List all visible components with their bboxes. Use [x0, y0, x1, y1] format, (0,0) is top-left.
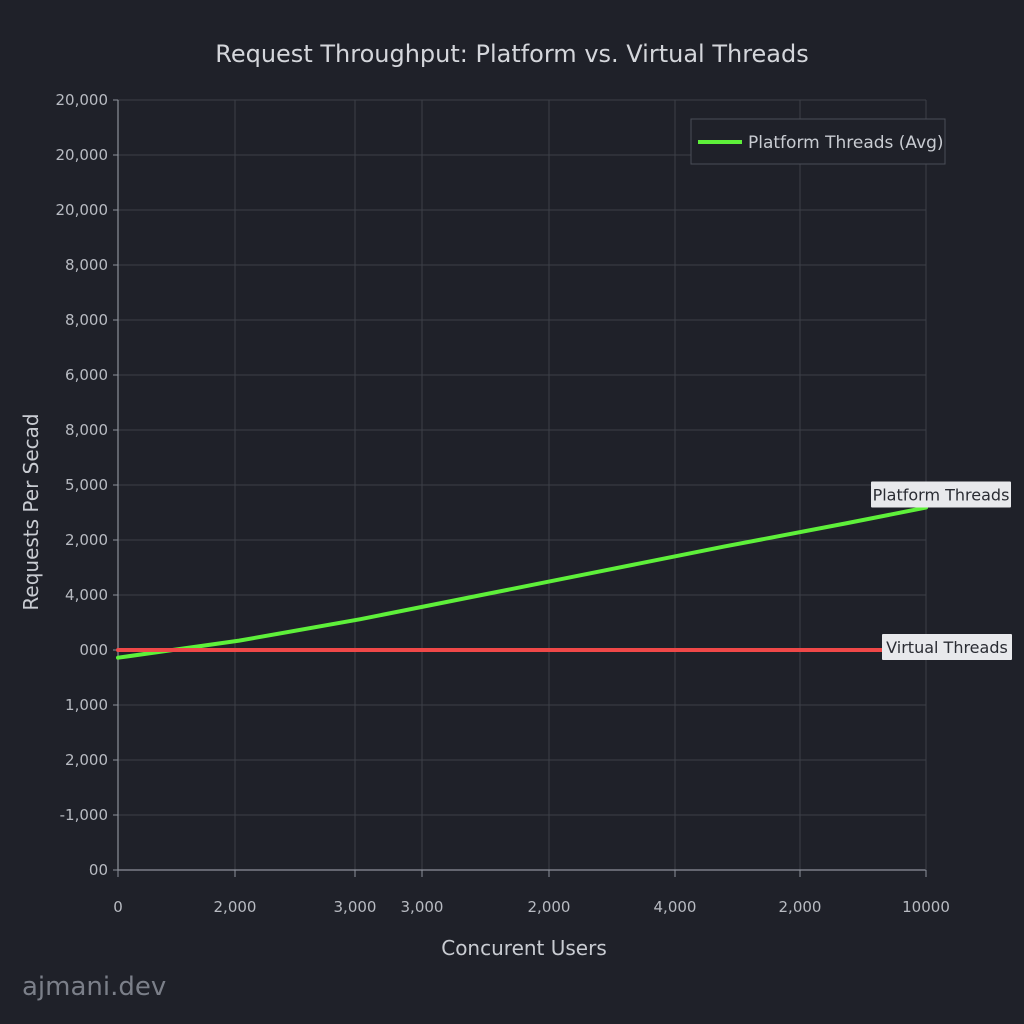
grid-lines [117, 99, 927, 871]
end-label-platform-threads: Platform Threads [871, 481, 1011, 508]
chart-title: Request Throughput: Platform vs. Virtual… [215, 40, 809, 68]
end-label-platform-threads-text: Platform Threads [873, 486, 1010, 505]
y-tick-label: 2,000 [65, 531, 108, 549]
y-tick-labels: 20,000 20,000 20,000 8,000 8,000 6,000 8,000 5,… [56, 91, 109, 879]
legend-entry-platform: Platform Threads (Avg) [748, 133, 944, 153]
x-tick-labels: 0 2,000 3,000 3,000 2,000 4,000 2,000 10000 [113, 898, 950, 916]
y-tick-label: 00 [89, 861, 108, 879]
y-axis-title: Requests Per Secad [19, 413, 43, 610]
x-tick-label: 3,000 [401, 898, 444, 916]
end-label-virtual-threads-box [882, 634, 1012, 660]
x-tick-label: 2,000 [779, 898, 822, 916]
end-label-virtual-threads-text: Virtual Threads [886, 638, 1008, 657]
y-tick-label: 20,000 [56, 146, 109, 164]
end-label-platform-threads-box [871, 481, 1011, 508]
y-tick-label: 8,000 [65, 311, 108, 329]
y-tick-label: 4,000 [65, 586, 108, 604]
x-tick-label: 10000 [902, 898, 950, 916]
x-axis-title: Concurent Users [441, 936, 607, 960]
y-tick-label: -1,000 [60, 806, 108, 824]
x-tick-label: 3,000 [334, 898, 377, 916]
end-labels: Platform Threads Virtual Threads [871, 481, 1012, 660]
y-tick-label: 1,000 [65, 696, 108, 714]
y-tick-label: 2,000 [65, 751, 108, 769]
legend: Platform Threads (Avg) [690, 118, 946, 165]
y-tick-label: 8,000 [65, 421, 108, 439]
watermark: ajmani.dev [22, 972, 167, 1002]
x-tick-label: 4,000 [654, 898, 697, 916]
series-lines [116, 505, 928, 660]
y-tick-label: 20,000 [56, 201, 109, 219]
y-tick-label: 000 [79, 641, 108, 659]
y-tick-label: 8,000 [65, 256, 108, 274]
x-tick-label: 2,000 [528, 898, 571, 916]
platform-threads-line [116, 505, 928, 660]
y-tick-label: 20,000 [56, 91, 109, 109]
x-tick-label: 2,000 [214, 898, 257, 916]
x-tick-label: 0 [113, 898, 123, 916]
y-tick-label: 5,000 [65, 476, 108, 494]
y-tick-label: 6,000 [65, 366, 108, 384]
end-label-virtual-threads: Virtual Threads [882, 634, 1012, 660]
